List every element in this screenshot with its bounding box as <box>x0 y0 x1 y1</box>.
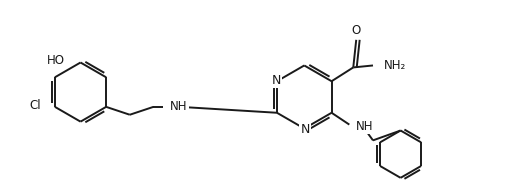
Text: NH₂: NH₂ <box>384 59 406 72</box>
Text: N: N <box>301 123 310 136</box>
Text: O: O <box>352 24 361 37</box>
Text: NH: NH <box>356 120 374 133</box>
Text: N: N <box>271 74 280 87</box>
Text: HO: HO <box>47 54 65 67</box>
Text: Cl: Cl <box>29 99 41 112</box>
Text: NH: NH <box>170 100 187 113</box>
